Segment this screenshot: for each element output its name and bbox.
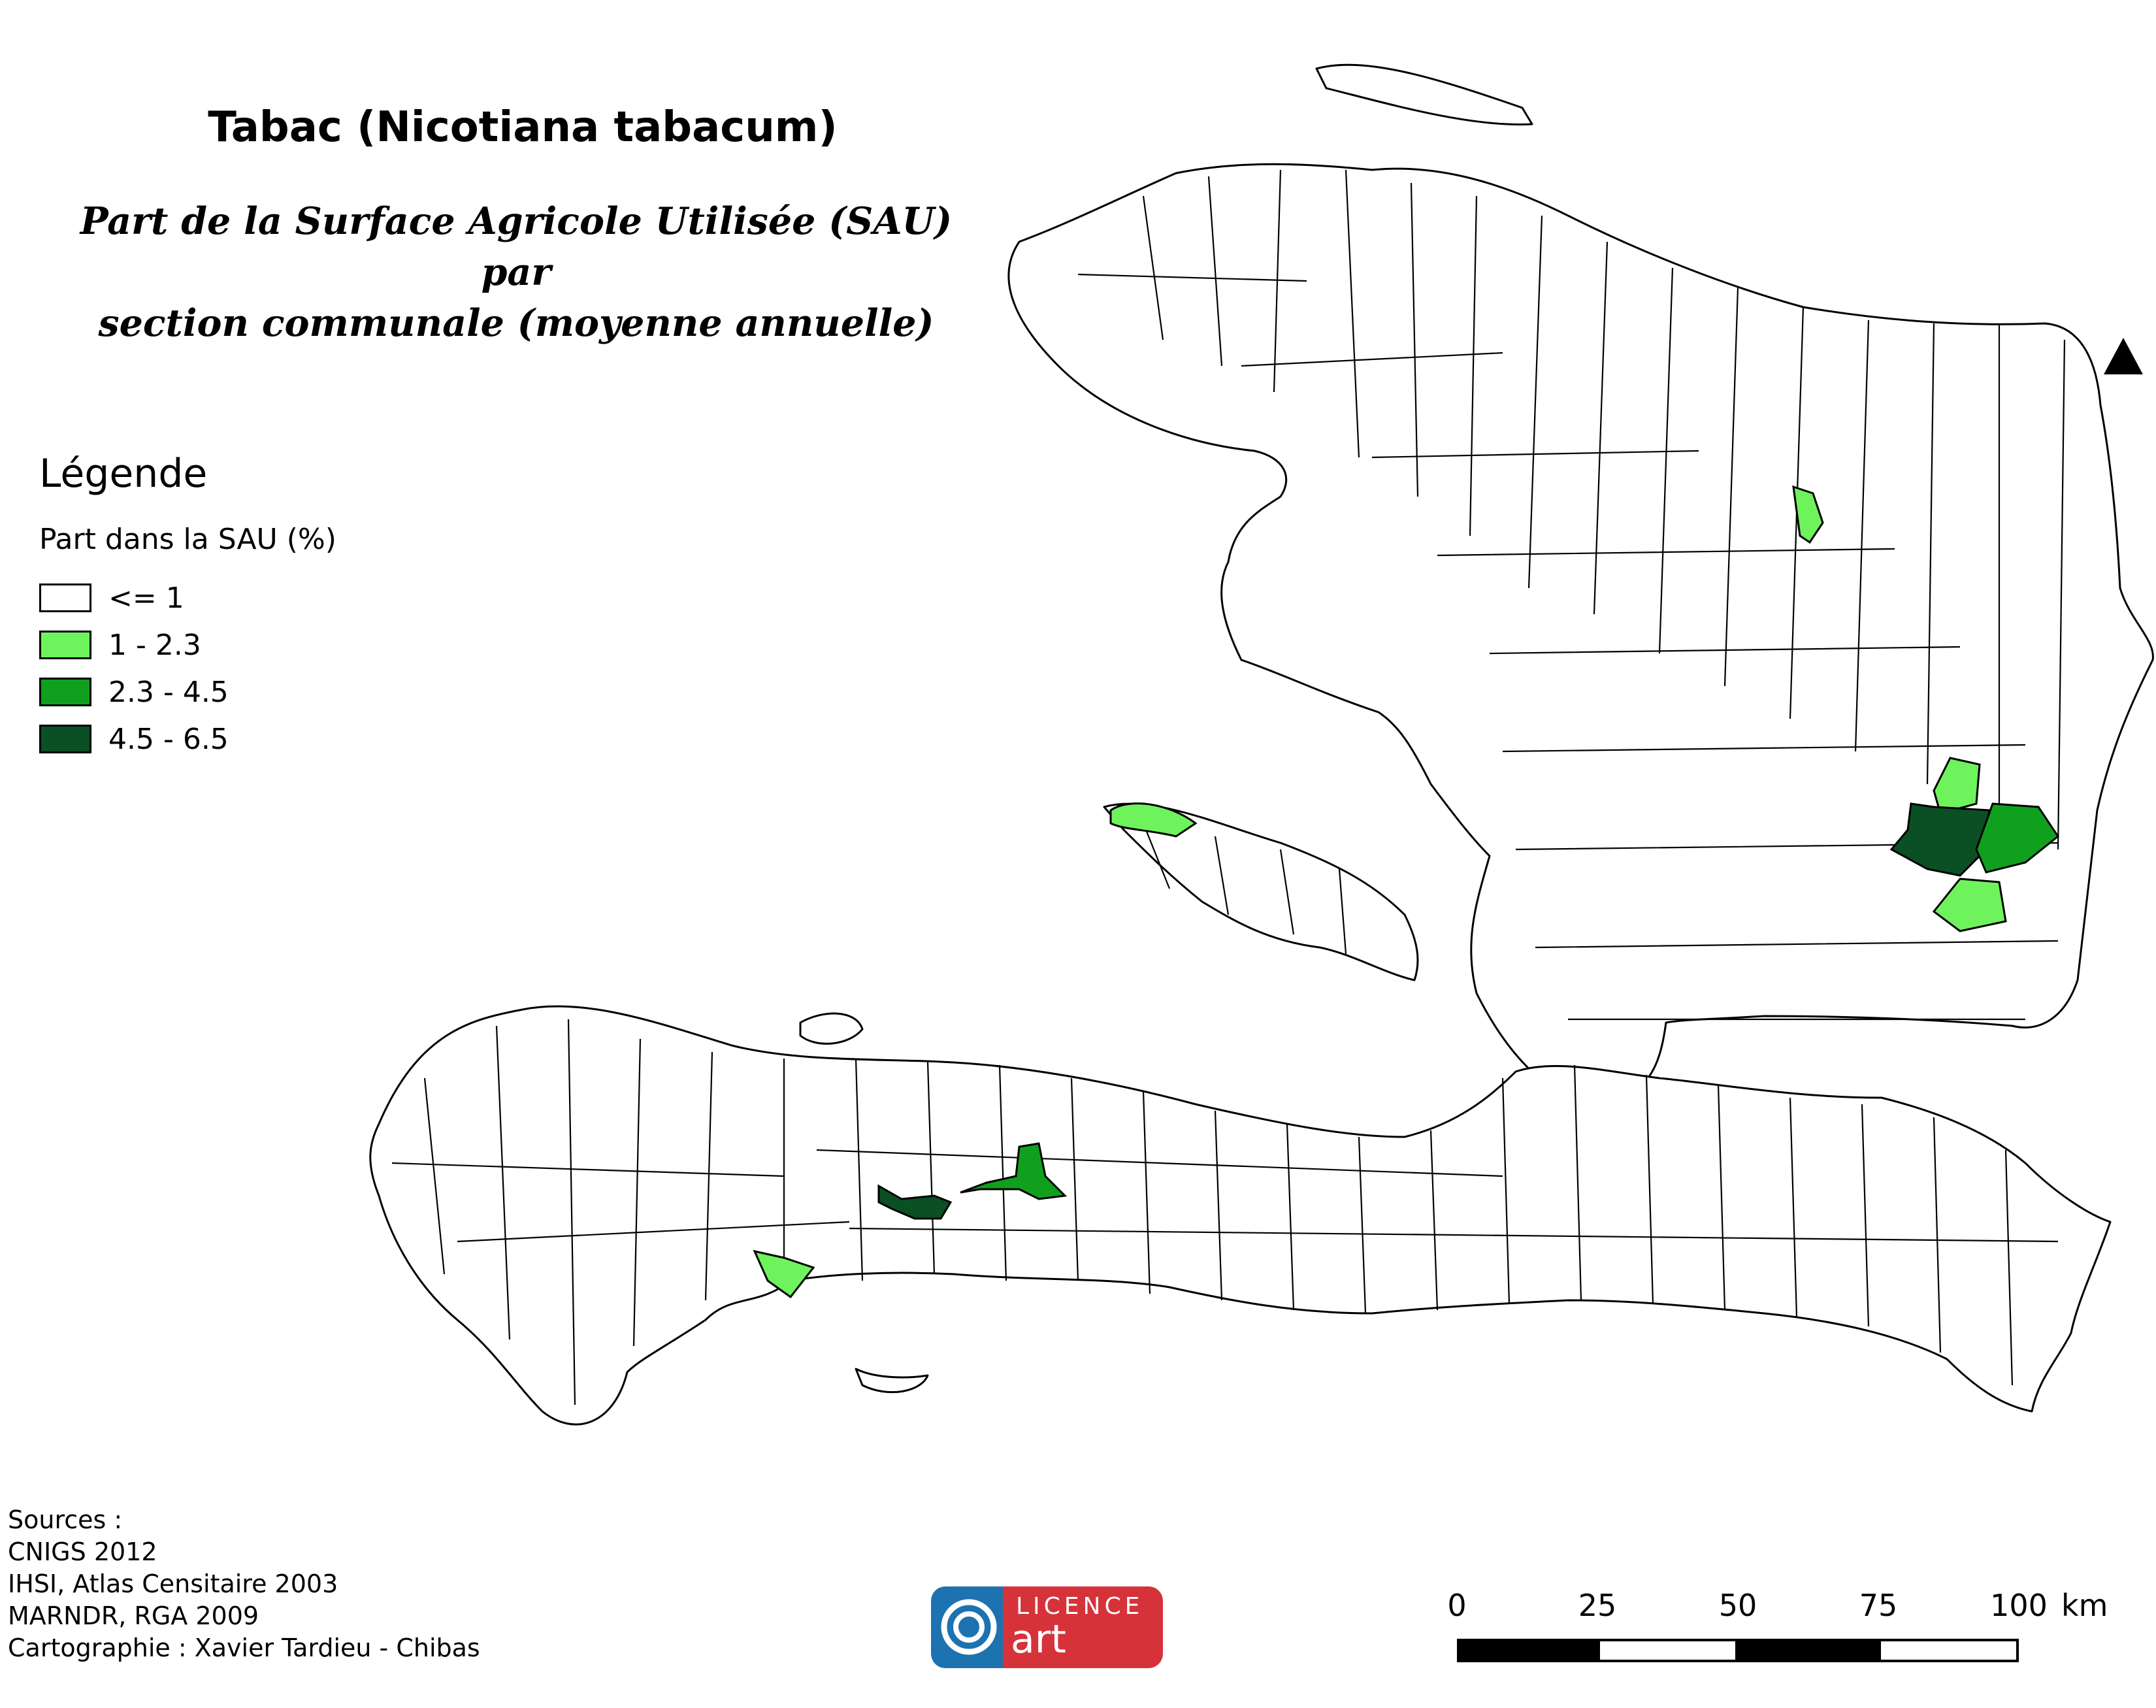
scale-segment [1878, 1639, 2019, 1662]
legend-label: 4.5 - 6.5 [108, 722, 229, 756]
licence-line-2: art libre [1011, 1617, 1097, 1708]
map-title: Tabac (Nicotiana tabacum) [208, 103, 838, 152]
scale-tick-label: 0 [1447, 1588, 1467, 1623]
legend-swatch [39, 725, 91, 753]
legend-item: 1 - 2.3 [39, 621, 336, 668]
legend-swatch [39, 631, 91, 659]
legend-label: <= 1 [108, 581, 184, 615]
sources-line: IHSI, Atlas Censitaire 2003 [8, 1569, 338, 1598]
licence-label-bg [1003, 1586, 1163, 1668]
section-southwest-light [753, 1249, 815, 1299]
mainland-north [1007, 163, 2154, 1112]
legend-swatch [39, 678, 91, 706]
gonave-island [1103, 802, 1419, 981]
haiti-map [369, 63, 2154, 1426]
licence-ring [931, 1586, 1003, 1668]
sources-heading: Sources : [8, 1505, 123, 1534]
scale-segment [1597, 1639, 1738, 1662]
legend-subtitle: Part dans la SAU (%) [39, 523, 336, 556]
copyleft-icon [941, 1599, 997, 1655]
scale-unit: km [2061, 1588, 2108, 1623]
legend-label: 2.3 - 4.5 [108, 675, 229, 709]
scale-segment [1738, 1639, 1878, 1662]
section-north-light [1792, 485, 1824, 544]
subtitle-line-1: Part de la Surface Agricole Utilisée (SA… [80, 199, 953, 294]
scale-segment [1457, 1639, 1597, 1662]
licence-art-libre-logo: LICENCE art libre [931, 1586, 1163, 1708]
subtitle-line-2: section communale (moyenne annuelle) [98, 301, 934, 345]
licence-line-1: LICENCE [1016, 1593, 1144, 1620]
ile-a-vache [855, 1368, 929, 1394]
section-east-dark [1889, 802, 1991, 877]
mainland-south [369, 1005, 2112, 1426]
scale-tick-label: 100 [1990, 1588, 2048, 1623]
sources-block: Sources : CNIGS 2012 IHSI, Atlas Censita… [8, 1504, 480, 1664]
scale-tick-label: 50 [1718, 1588, 1757, 1623]
legend-item: 2.3 - 4.5 [39, 668, 336, 715]
section-east-mid [1975, 802, 2060, 874]
sources-line: CNIGS 2012 [8, 1537, 157, 1566]
section-gonave-light [1109, 802, 1198, 838]
legend-title: Légende [39, 451, 208, 497]
scale-tick-label: 75 [1859, 1588, 1898, 1623]
legend: Légende Part dans la SAU (%) <= 1 1 - 2.… [39, 451, 336, 763]
sources-line: Cartographie : Xavier Tardieu - Chibas [8, 1634, 480, 1662]
legend-item: <= 1 [39, 574, 336, 621]
legend-label: 1 - 2.3 [108, 628, 201, 662]
scale-tick-label: 25 [1578, 1588, 1617, 1623]
section-south-mid [960, 1142, 1068, 1200]
section-east-light-bottom [1932, 878, 2007, 932]
cayemites-island [799, 1012, 864, 1045]
tortuga-island [1315, 63, 1533, 125]
scale-bar: 0 25 50 75 100 km [1437, 1588, 2108, 1666]
legend-swatch [39, 583, 91, 612]
north-arrow-icon [2104, 338, 2143, 374]
section-south-dark [877, 1184, 953, 1220]
legend-item: 4.5 - 6.5 [39, 715, 336, 763]
sources-line: MARNDR, RGA 2009 [8, 1601, 259, 1630]
map-subtitle: Part de la Surface Agricole Utilisée (SA… [65, 196, 967, 349]
